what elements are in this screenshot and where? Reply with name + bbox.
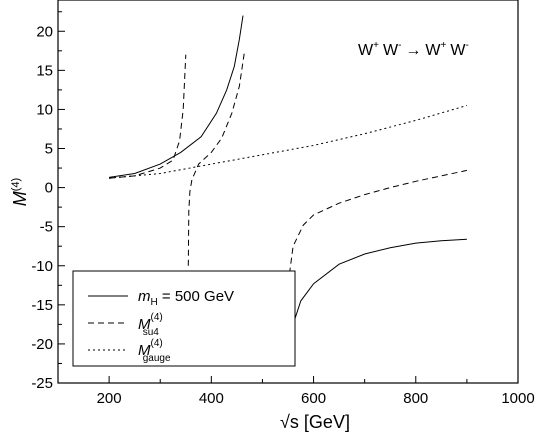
x-tick-label: 1000 <box>501 390 534 407</box>
y-tick-label: -25 <box>31 375 53 392</box>
series-dashed-segment-2 <box>187 50 246 266</box>
legend-box <box>72 270 296 367</box>
y-tick-label: -20 <box>31 336 53 353</box>
series-group <box>109 15 468 352</box>
tick-group: 200 400 600 800 1000 20 15 10 5 0 -5 -10 -15 -20 -25 <box>31 11 535 407</box>
series-dashed-segment-3 <box>289 169 468 274</box>
series-dashed-segment-1 <box>109 54 187 179</box>
series-dotted-segment-1 <box>109 105 468 179</box>
y-tick-label: 5 <box>45 141 53 158</box>
y-tick-label: -5 <box>40 219 53 236</box>
legend-entry-mgauge: M(4) gauge <box>138 338 171 364</box>
y-tick-label: 0 <box>45 180 53 197</box>
x-tick-label: 400 <box>199 390 224 407</box>
y-axis-title: M(4) <box>10 178 30 206</box>
process-annotation: W+ W- → W+ W- <box>358 40 469 59</box>
plot-frame <box>57 0 519 384</box>
x-tick-label: 600 <box>301 390 326 407</box>
y-tick-label: 20 <box>36 23 53 40</box>
legend-entry-msu4: M(4) su4 <box>138 312 163 338</box>
y-tick-label: -10 <box>31 258 53 275</box>
x-axis-title: √s [GeV] <box>280 412 350 432</box>
legend: mH = 500 GeV M(4) su4 M(4) gauge <box>72 270 296 367</box>
legend-entry-mh: mH = 500 GeV <box>138 288 234 308</box>
y-tick-label: 10 <box>36 101 53 118</box>
series-solid-segment-1 <box>109 15 244 178</box>
series-solid-segment-2 <box>288 238 467 352</box>
y-tick-label: 15 <box>36 62 53 79</box>
x-tick-label: 200 <box>97 390 122 407</box>
x-tick-label: 800 <box>403 390 428 407</box>
y-tick-label: -15 <box>31 297 53 314</box>
